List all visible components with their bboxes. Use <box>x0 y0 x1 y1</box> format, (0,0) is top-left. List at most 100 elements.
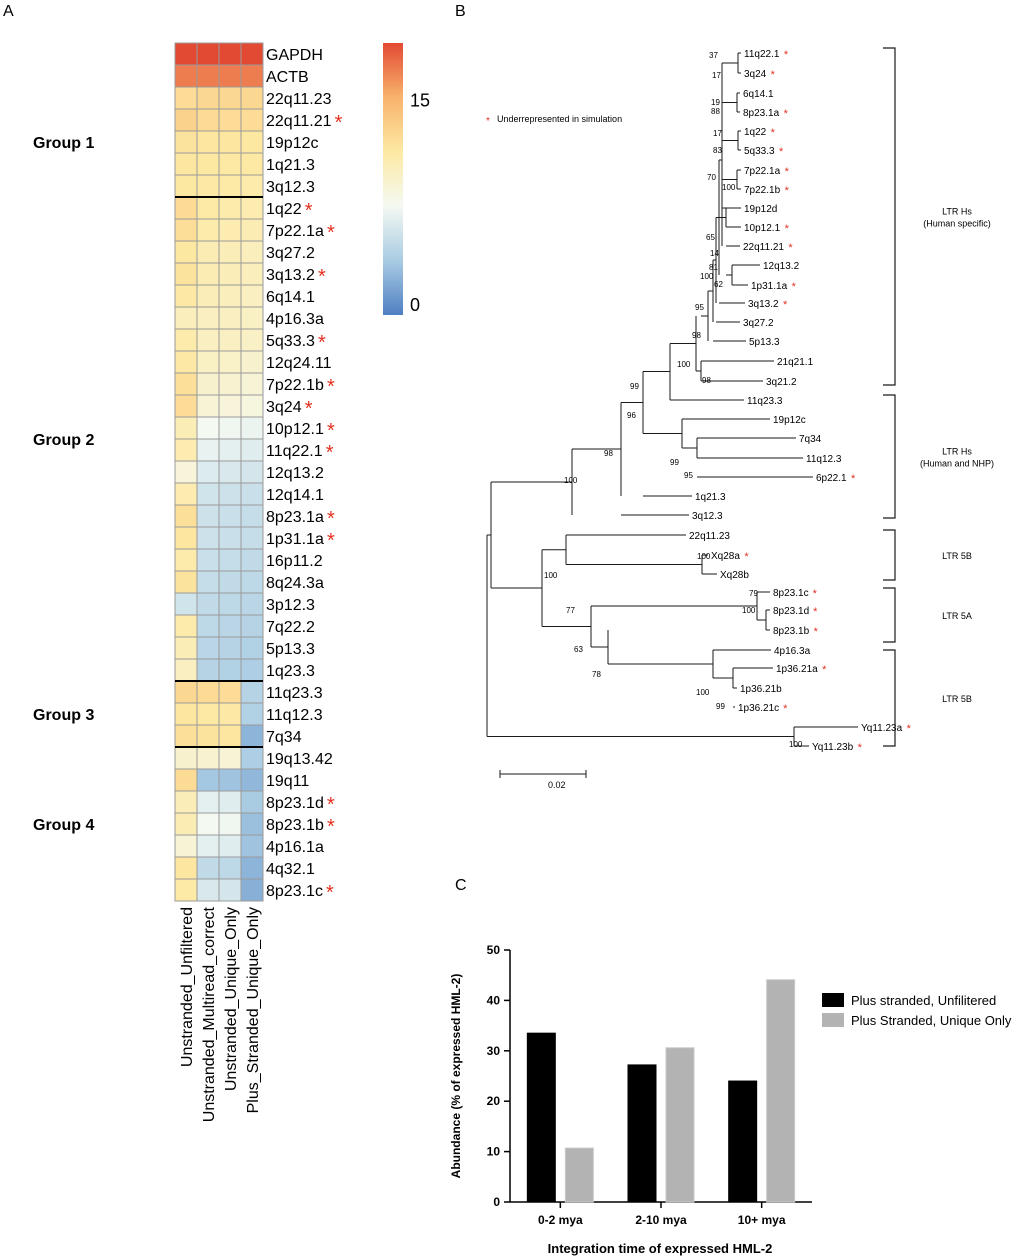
heatmap-cell <box>218 702 242 726</box>
heatmap-cell <box>218 218 242 242</box>
tree-leaf-label: 4p16.3a <box>774 646 811 657</box>
heatmap-cell <box>174 372 198 396</box>
heatmap-cell <box>174 812 198 836</box>
group-label: Group 1 <box>33 135 94 152</box>
heatmap-row-label: 12q13.2 <box>266 465 324 482</box>
bar-plus-stranded-unique-only <box>766 979 796 1203</box>
heatmap-row-label: 11q23.3 <box>266 685 323 702</box>
underrepresented-star: * <box>813 606 818 618</box>
bootstrap-value: 100 <box>677 360 691 369</box>
heatmap-cell <box>196 350 220 374</box>
heatmap-cell <box>196 130 220 154</box>
heatmap-row-label: 12q14.1 <box>266 487 324 504</box>
heatmap-cell <box>240 372 264 396</box>
heatmap-cell <box>196 856 220 880</box>
heatmap-row-label: 4p16.1a <box>266 839 324 856</box>
x-tick-label: 0-2 mya <box>538 1213 583 1227</box>
underrepresented-star: * <box>785 166 790 178</box>
heatmap-cell <box>218 746 242 770</box>
underrepresented-star: * <box>784 108 789 120</box>
underrepresented-star: * <box>305 398 313 420</box>
heatmap-color-scale: 0 15 <box>383 43 430 315</box>
heatmap-cell <box>174 306 198 330</box>
bootstrap-value: 19 <box>711 98 720 107</box>
tree-leaf-label: 8p23.1d <box>773 606 809 617</box>
heatmap-row-label: 8q24.3a <box>266 575 324 592</box>
heatmap-cell <box>174 152 198 176</box>
heatmap-row-label: 8p23.1d <box>266 795 324 812</box>
heatmap-cell <box>240 570 264 594</box>
legend-label: Plus Stranded, Unique Only <box>851 1013 1012 1028</box>
heatmap-cell <box>174 746 198 770</box>
group-label: Group 2 <box>33 432 94 449</box>
heatmap-row-label: 1p31.1a <box>266 531 324 548</box>
underrepresented-star: * <box>305 200 313 222</box>
bootstrap-value: 62 <box>714 280 723 289</box>
bootstrap-value: 98 <box>692 331 701 340</box>
heatmap-cell <box>218 284 242 308</box>
heatmap-row-label: 6q14.1 <box>266 289 315 306</box>
heatmap-cell <box>196 64 220 88</box>
heatmap-cell <box>240 152 264 176</box>
heatmap-cell <box>196 526 220 550</box>
heatmap-cell <box>196 570 220 594</box>
tree-leaf-label: Xq28a <box>711 551 740 562</box>
underrepresented-star: * <box>814 626 819 638</box>
y-tick-label: 40 <box>487 993 501 1007</box>
x-axis-title: Integration time of expressed HML-2 <box>548 1241 773 1256</box>
bar-chart: 0 10 20 30 40 50 0-2 mya 2-10 mya 10+ mya Abundan… <box>449 943 1012 1256</box>
tree-leaf-label: 6p22.1 <box>816 473 847 484</box>
tree-leaf-label: 8p23.1b <box>773 626 810 637</box>
heatmap-row-label: 11q12.3 <box>266 707 323 724</box>
heatmap-cell <box>196 592 220 616</box>
y-tick-label: 10 <box>487 1145 501 1159</box>
heatmap-row-label: 19q11 <box>266 773 309 790</box>
heatmap-cell <box>174 42 198 66</box>
panel-label-a: A <box>3 3 14 20</box>
tree-leaf-label: 8p23.1c <box>773 588 809 599</box>
bootstrap-value: 77 <box>566 606 575 615</box>
legend-swatch <box>822 1013 844 1027</box>
heatmap-cell <box>174 482 198 506</box>
underrepresented-star: * <box>788 242 793 254</box>
underrepresented-star: * <box>851 473 856 485</box>
heatmap-cell <box>174 196 198 220</box>
heatmap-cell <box>240 592 264 616</box>
bootstrap-value: 17 <box>712 71 721 80</box>
heatmap-cell <box>196 218 220 242</box>
heatmap-row-label: 16p11.2 <box>266 553 323 570</box>
bootstrap-value: 70 <box>707 173 716 182</box>
heatmap-cell <box>196 482 220 506</box>
y-tick-label: 30 <box>487 1044 501 1058</box>
clade-sublabel: (Human specific) <box>923 219 991 229</box>
scale-bar-label: 0.02 <box>548 780 566 790</box>
underrepresented-star: * <box>327 816 335 838</box>
tree-leaf-label: 12q13.2 <box>763 261 800 272</box>
y-tick-label: 0 <box>493 1195 500 1209</box>
heatmap-cell <box>196 548 220 572</box>
tree-leaf-label: 8p23.1a <box>743 108 780 119</box>
heatmap-cell <box>174 328 198 352</box>
heatmap-cell <box>218 372 242 396</box>
heatmap-cell <box>196 240 220 264</box>
heatmap-row-label: 19p12c <box>266 135 319 152</box>
heatmap-cell <box>240 174 264 198</box>
tree-leaf-label: Yq11.23a <box>861 723 903 734</box>
heatmap-row-label: 10p12.1 <box>266 421 324 438</box>
heatmap-cell <box>240 130 264 154</box>
heatmap-cell <box>240 856 264 880</box>
heatmap-cell <box>174 724 198 748</box>
heatmap-cell <box>218 636 242 660</box>
heatmap-row-label: 3p12.3 <box>266 597 315 614</box>
tree-leaf-label: 22q11.23 <box>689 531 730 542</box>
heatmap-cell <box>218 152 242 176</box>
tree-leaf-label: 3q21.2 <box>766 377 797 388</box>
bootstrap-value: 100 <box>564 476 578 485</box>
clade-bracket <box>883 649 896 747</box>
heatmap-cell <box>240 614 264 638</box>
heatmap-row-label: 4p16.3a <box>266 311 324 328</box>
heatmap-cell <box>218 64 242 88</box>
tree-legend-text: Underrepresented in simulation <box>497 114 622 124</box>
tree-leaf-label: 3q12.3 <box>692 511 723 522</box>
